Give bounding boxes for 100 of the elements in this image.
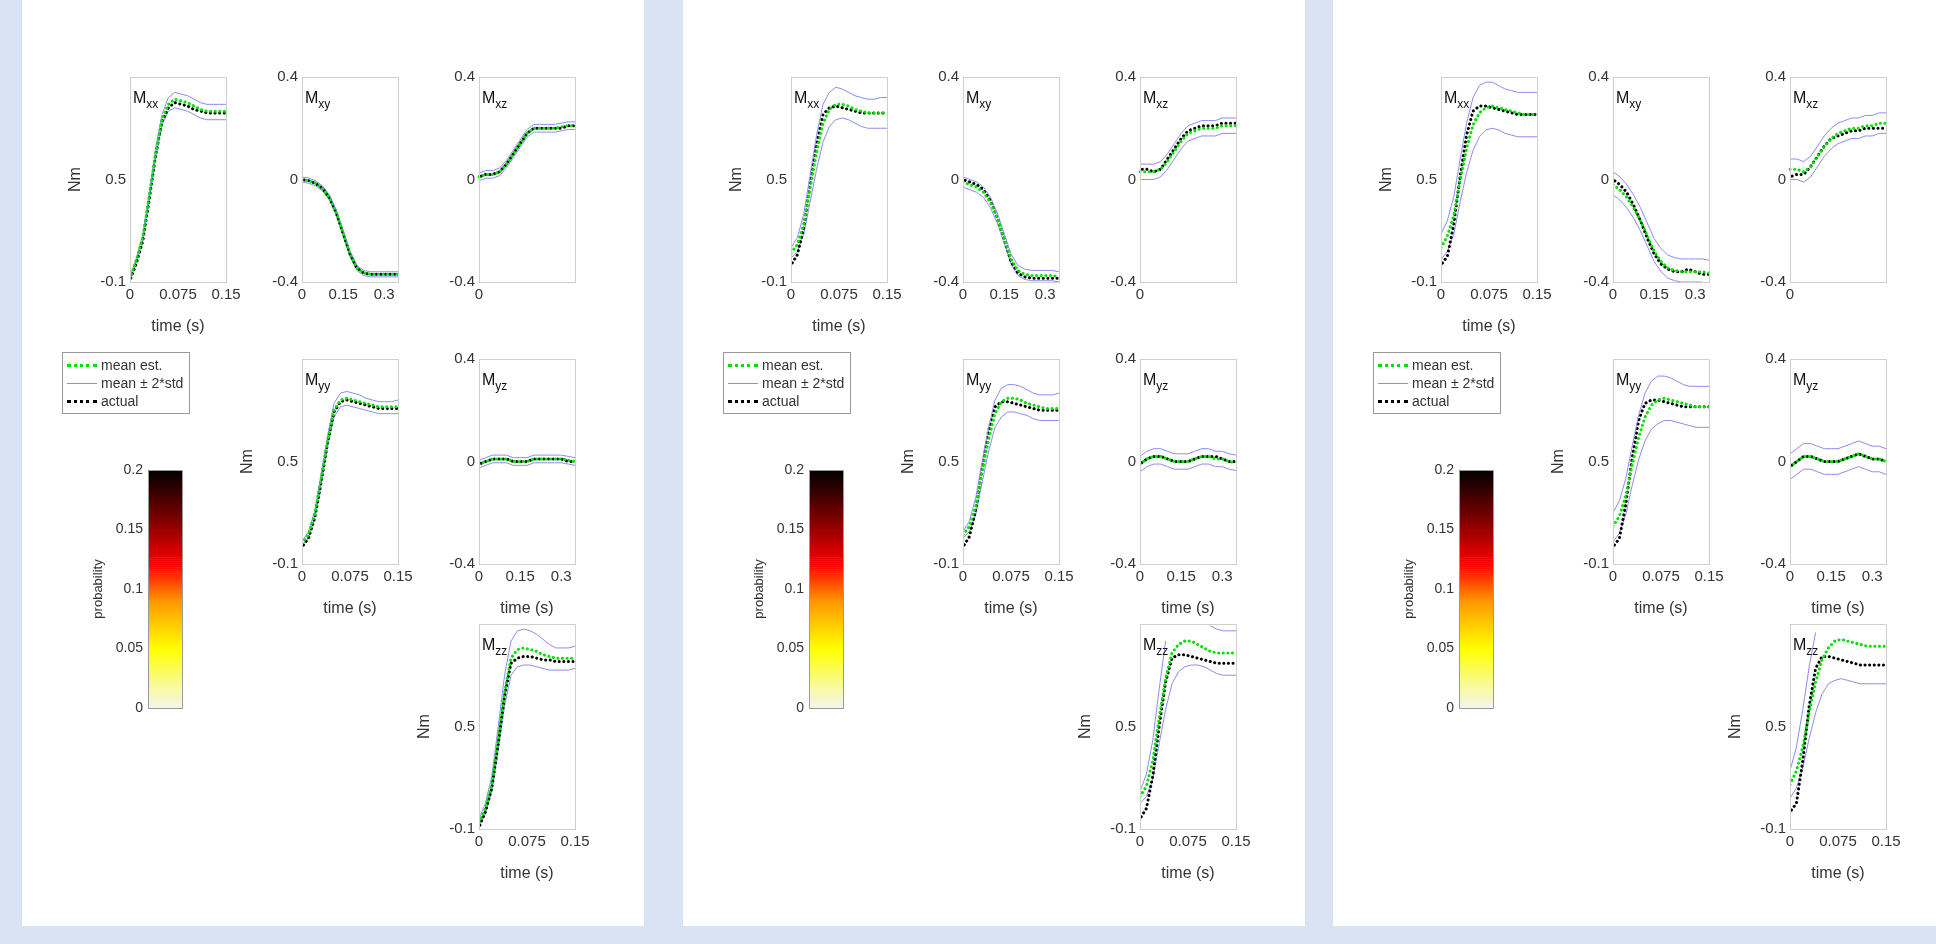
y-tick-label: -0.4	[1110, 554, 1136, 572]
y-tick-label: 0.4	[938, 67, 959, 85]
legend-label: mean est.	[1412, 356, 1474, 374]
y-tick-label: 0	[1127, 169, 1136, 187]
x-tick-label: 0.3	[550, 567, 572, 585]
y-tick-label: 0.4	[1115, 349, 1136, 367]
y-tick-label: -0.4	[1583, 272, 1609, 290]
y-tick-label: -0.1	[1760, 819, 1786, 837]
color-bar-label: 0	[796, 698, 805, 715]
x-tick-label: 0.15	[560, 832, 590, 850]
y-tick-label: 0.5	[454, 716, 475, 734]
x-tick-label: 0.15	[1044, 567, 1074, 585]
x-tick-label: 0.075	[820, 285, 858, 303]
x-tick-label: 0.075	[331, 567, 369, 585]
y-tick-label: 0.5	[1765, 716, 1786, 734]
y-tick-label: -0.4	[272, 272, 298, 290]
y-tick-label: 0.4	[277, 67, 298, 85]
y-axis-title: Nm	[1377, 167, 1395, 192]
y-tick-label: 0	[466, 169, 475, 187]
y-tick-label: -0.1	[933, 554, 959, 572]
color-bar-label: 0	[1446, 698, 1455, 715]
x-tick-label: 0.075	[159, 285, 197, 303]
x-tick-label: 0.15	[505, 567, 535, 585]
x-tick-label: 0.15	[1816, 567, 1846, 585]
y-tick-label: 0	[1777, 169, 1786, 187]
x-tick-label: 0.15	[1221, 832, 1251, 850]
y-tick-label: -0.4	[449, 272, 475, 290]
x-tick-label: 0.3	[373, 285, 395, 303]
y-tick-label: -0.4	[1760, 554, 1786, 572]
x-axis-title: time (s)	[984, 598, 1038, 616]
x-tick-label: 0.075	[992, 567, 1030, 585]
y-tick-label: 0.4	[454, 67, 475, 85]
legend-label: actual	[101, 392, 139, 410]
y-tick-label: 0.5	[1416, 169, 1437, 187]
x-axis-title: time (s)	[500, 863, 554, 881]
color-bar-label: 0.05	[1426, 639, 1455, 656]
x-axis-title: time (s)	[1161, 598, 1215, 616]
color-bar-label: 0.15	[1426, 520, 1455, 537]
x-tick-label: 0.15	[872, 285, 902, 303]
y-tick-label: 0.5	[105, 169, 126, 187]
y-tick-label: 0.4	[1765, 67, 1786, 85]
x-tick-label: 0.15	[383, 567, 413, 585]
color-bar-label: 0.15	[776, 520, 805, 537]
color-bar-label: 0.2	[1434, 460, 1455, 477]
legend-label: mean ± 2*std	[101, 374, 184, 392]
y-tick-label: 0	[1600, 169, 1609, 187]
x-tick-label: 0.3	[1684, 285, 1706, 303]
legend-label: mean ± 2*std	[762, 374, 845, 392]
color-bar-label: 0	[135, 698, 144, 715]
x-tick-label: 0.075	[1819, 832, 1857, 850]
color-bar-label: 0.1	[123, 579, 144, 596]
y-tick-label: -0.4	[933, 272, 959, 290]
y-tick-label: 0	[289, 169, 298, 187]
y-tick-label: 0.5	[766, 169, 787, 187]
x-axis-title: time (s)	[151, 316, 205, 334]
legend-label: actual	[762, 392, 800, 410]
y-tick-label: 0	[950, 169, 959, 187]
x-axis-title: time (s)	[1811, 863, 1865, 881]
y-tick-label: 0.5	[1115, 716, 1136, 734]
x-tick-label: 0.15	[1166, 567, 1196, 585]
y-axis-title: Nm	[899, 449, 917, 474]
y-tick-label: 0.4	[454, 349, 475, 367]
x-axis-title: time (s)	[812, 316, 866, 334]
x-tick-label: 0.15	[989, 285, 1019, 303]
color-bar-title: probability	[89, 558, 105, 619]
x-axis-title: time (s)	[1634, 598, 1688, 616]
x-tick-label: 0.15	[1522, 285, 1552, 303]
y-tick-label: 0.5	[1588, 451, 1609, 469]
x-axis-title: time (s)	[500, 598, 554, 616]
color-bar-label: 0.2	[784, 460, 805, 477]
y-tick-label: 0.4	[1115, 67, 1136, 85]
legend-label: mean ± 2*std	[1412, 374, 1495, 392]
y-tick-label: -0.1	[100, 272, 126, 290]
y-axis-title: Nm	[727, 167, 745, 192]
legend-label: mean est.	[101, 356, 163, 374]
y-tick-label: -0.4	[1760, 272, 1786, 290]
x-tick-label: 0.075	[1470, 285, 1508, 303]
x-tick-label: 0.075	[508, 832, 546, 850]
y-tick-label: 0.5	[938, 451, 959, 469]
x-tick-label: 0.15	[1639, 285, 1669, 303]
y-axis-title: Nm	[1076, 714, 1094, 739]
x-axis-title: time (s)	[1811, 598, 1865, 616]
x-tick-label: 0.3	[1861, 567, 1883, 585]
y-tick-label: 0	[1127, 451, 1136, 469]
y-tick-label: 0.4	[1765, 349, 1786, 367]
y-axis-title: Nm	[66, 167, 84, 192]
y-axis-title: Nm	[1726, 714, 1744, 739]
y-tick-label: 0	[466, 451, 475, 469]
y-tick-label: -0.1	[761, 272, 787, 290]
color-bar-title: probability	[750, 558, 766, 619]
y-tick-label: -0.1	[272, 554, 298, 572]
x-axis-title: time (s)	[323, 598, 377, 616]
x-tick-label: 0.15	[211, 285, 241, 303]
y-tick-label: -0.1	[449, 819, 475, 837]
x-axis-title: time (s)	[1462, 316, 1516, 334]
y-tick-label: -0.1	[1110, 819, 1136, 837]
x-tick-label: 0.15	[1871, 832, 1901, 850]
color-bar-label: 0.05	[115, 639, 144, 656]
color-bar-label: 0.2	[123, 460, 144, 477]
y-axis-title: Nm	[238, 449, 256, 474]
